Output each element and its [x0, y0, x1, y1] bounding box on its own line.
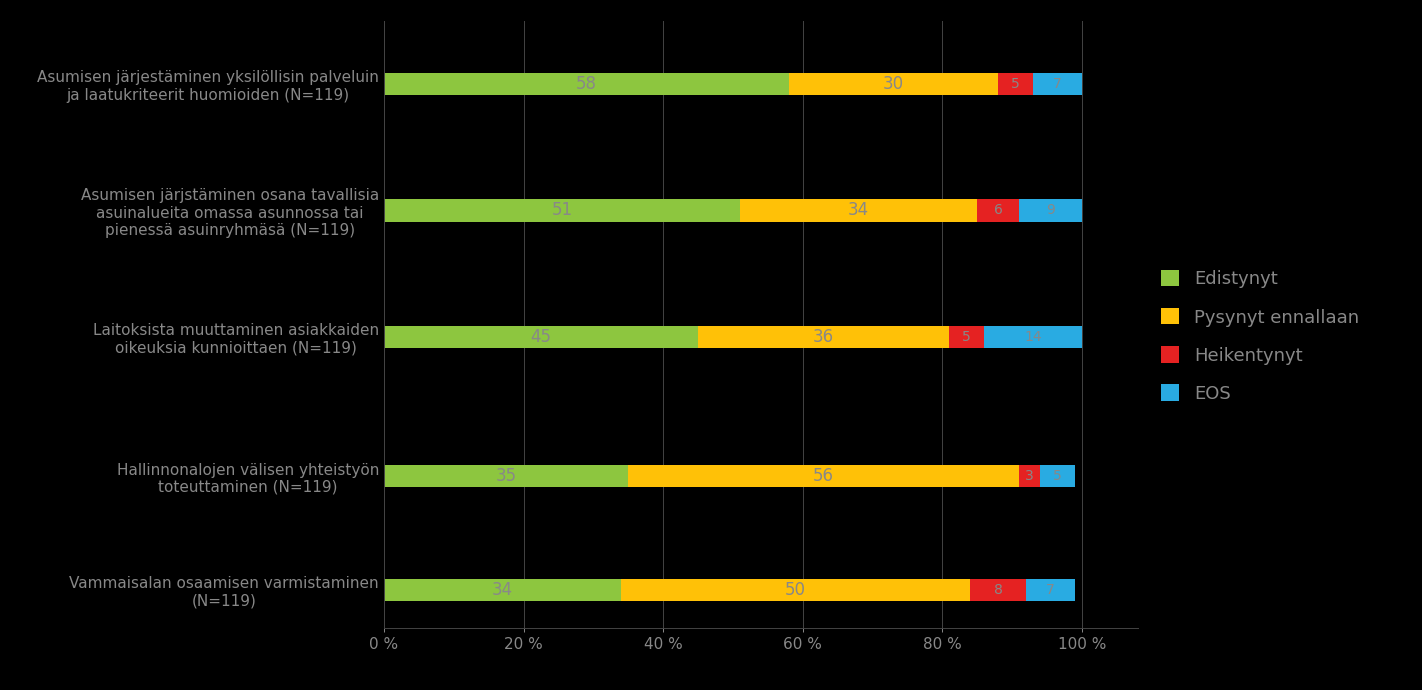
Text: 9: 9 — [1047, 204, 1055, 217]
Text: 5: 5 — [963, 330, 971, 344]
Text: 5: 5 — [1052, 469, 1062, 483]
Text: 58: 58 — [576, 75, 597, 93]
Text: 45: 45 — [530, 328, 552, 346]
Bar — [621, 579, 970, 601]
Bar — [384, 73, 789, 95]
Text: 51: 51 — [552, 201, 573, 219]
Bar — [977, 199, 1020, 221]
Text: 36: 36 — [813, 328, 835, 346]
Text: 50: 50 — [785, 581, 806, 599]
Text: 8: 8 — [994, 583, 1003, 597]
Bar — [384, 579, 621, 601]
Bar — [384, 199, 739, 221]
Text: 3: 3 — [1025, 469, 1034, 483]
Bar — [970, 579, 1025, 601]
Bar — [1039, 465, 1075, 487]
Bar — [950, 326, 984, 348]
Bar — [998, 73, 1032, 95]
Text: 56: 56 — [813, 467, 835, 485]
Text: 6: 6 — [994, 204, 1003, 217]
Bar — [739, 199, 977, 221]
Text: 35: 35 — [495, 467, 516, 485]
Text: 7: 7 — [1047, 583, 1055, 597]
Bar — [698, 326, 950, 348]
Text: 30: 30 — [883, 75, 904, 93]
Bar — [1020, 199, 1082, 221]
Text: 34: 34 — [848, 201, 869, 219]
Bar — [1020, 465, 1039, 487]
Bar — [384, 326, 698, 348]
Bar — [629, 465, 1020, 487]
Text: 5: 5 — [1011, 77, 1020, 91]
Text: 14: 14 — [1024, 330, 1042, 344]
Bar — [1025, 579, 1075, 601]
Text: 34: 34 — [492, 581, 513, 599]
Bar — [1032, 73, 1082, 95]
Text: 7: 7 — [1052, 77, 1062, 91]
Legend: Edistynyt, Pysynyt ennallaan, Heikentynyt, EOS: Edistynyt, Pysynyt ennallaan, Heikentyny… — [1155, 263, 1367, 410]
Bar — [789, 73, 998, 95]
Bar — [384, 465, 629, 487]
Bar — [984, 326, 1082, 348]
